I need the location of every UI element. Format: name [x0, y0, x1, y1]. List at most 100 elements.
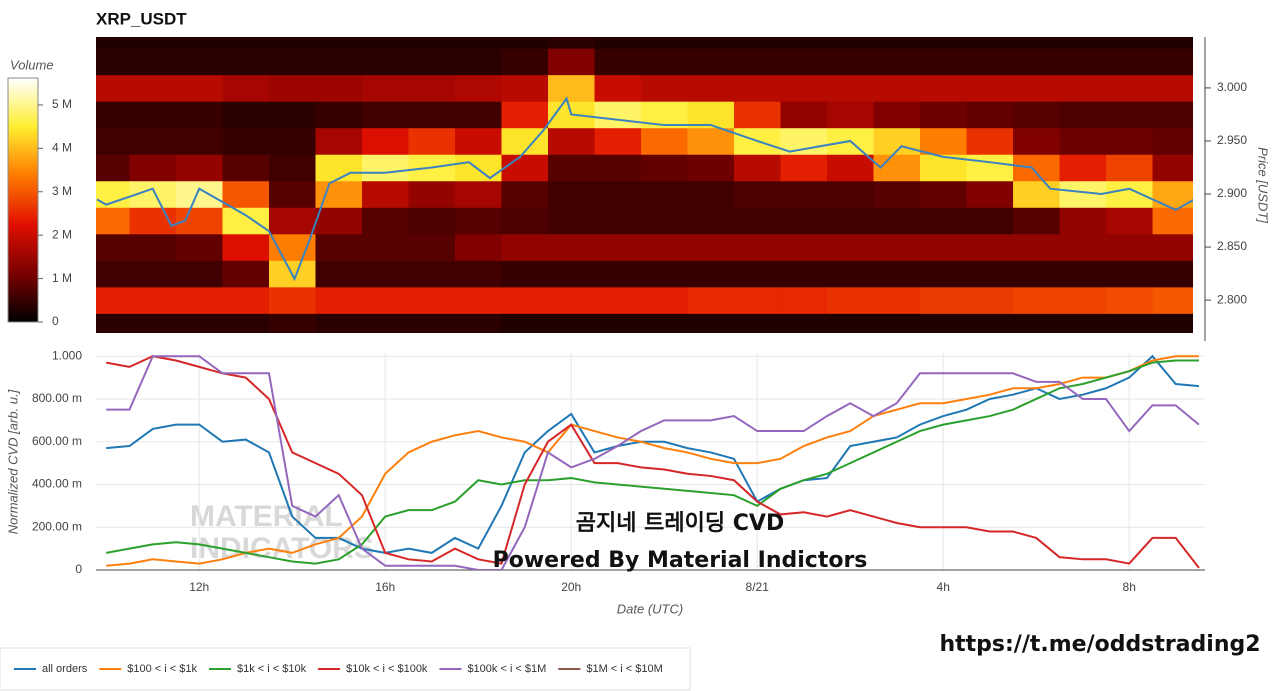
heatmap-cell	[966, 74, 1014, 102]
heatmap-cell	[222, 207, 270, 235]
heatmap-cell	[1152, 74, 1193, 102]
legend-label: all orders	[42, 663, 88, 675]
heatmap-cell	[129, 233, 177, 261]
heatmap-cell	[734, 74, 782, 102]
heatmap-cell	[966, 101, 1014, 129]
x-axis-title: Date (UTC)	[617, 601, 683, 616]
heatmap-cell	[1106, 260, 1154, 288]
heatmap-cell	[966, 48, 1014, 76]
heatmap-cell	[175, 286, 223, 314]
heatmap-cell	[315, 37, 363, 49]
colorbar-tick-label: 3 M	[52, 184, 72, 198]
heatmap-cell	[873, 180, 921, 208]
heatmap-cell	[455, 101, 503, 129]
legend-label: $10k < i < $100k	[346, 663, 428, 675]
heatmap-cell	[920, 313, 968, 333]
heatmap-cell	[594, 286, 642, 314]
heatmap-cell	[641, 154, 689, 182]
legend: all orders $100 < i < $1k $1k < i < $10k $1…	[14, 663, 663, 675]
heatmap-cell	[315, 101, 363, 129]
heatmap-cell	[96, 154, 130, 182]
colorbar-tick-label: 4 M	[52, 141, 72, 155]
heatmap-cell	[734, 207, 782, 235]
heatmap-cell	[548, 48, 596, 76]
heatmap-cell	[1013, 233, 1061, 261]
heatmap-cell	[129, 74, 177, 102]
heatmap-cell	[873, 260, 921, 288]
heatmap-cell	[129, 313, 177, 333]
heatmap-cell	[734, 37, 782, 49]
heatmap-cell	[96, 286, 130, 314]
heatmap-cell	[175, 233, 223, 261]
heatmap-cell	[920, 127, 968, 155]
heatmap-cell	[548, 286, 596, 314]
heatmap-cell	[501, 233, 549, 261]
heatmap-cell	[920, 48, 968, 76]
heatmap-cell	[129, 154, 177, 182]
heatmap-cell	[129, 48, 177, 76]
heatmap-cell	[268, 37, 316, 49]
heatmap-cell	[408, 207, 456, 235]
heatmap-cell	[920, 260, 968, 288]
heatmap-cell	[780, 101, 828, 129]
x-tick-label: 8/21	[746, 580, 770, 594]
heatmap-cell	[920, 101, 968, 129]
heatmap-cell	[501, 260, 549, 288]
heatmap-cell	[408, 127, 456, 155]
heatmap-cell	[1152, 286, 1193, 314]
heatmap-cell	[408, 74, 456, 102]
colorbar-tick-label: 0	[52, 314, 59, 328]
heatmap-cell	[966, 313, 1014, 333]
heatmap-cell	[1106, 101, 1154, 129]
heatmap-cell	[1059, 233, 1107, 261]
heatmap-cell	[873, 313, 921, 333]
heatmap-cell	[734, 180, 782, 208]
heatmap-cell	[1106, 313, 1154, 333]
heatmap-cell	[1152, 233, 1193, 261]
link[interactable]: https://t.me/oddstrading2	[939, 632, 1260, 657]
heatmap-cell	[408, 101, 456, 129]
heatmap-cell	[641, 233, 689, 261]
heatmap-cell	[780, 37, 828, 49]
heatmap-cell	[1152, 101, 1193, 129]
heatmap-cell	[455, 127, 503, 155]
heatmap-cell	[501, 154, 549, 182]
y-tick-label: 600.00 m	[32, 434, 82, 448]
price-tick-label: 2.850	[1217, 239, 1247, 253]
heatmap-cell	[548, 313, 596, 333]
heatmap-cell	[1152, 154, 1193, 182]
heatmap-cell	[1059, 207, 1107, 235]
heatmap-cell	[361, 286, 409, 314]
heatmap-cell	[548, 37, 596, 49]
heatmap-cell	[641, 286, 689, 314]
heatmap-cell	[501, 74, 549, 102]
heatmap-cell	[780, 313, 828, 333]
heatmap-cell	[780, 180, 828, 208]
y-tick-label: 0	[75, 562, 82, 576]
heatmap-cell	[315, 154, 363, 182]
heatmap-cell	[827, 101, 875, 129]
heatmap-cell	[361, 233, 409, 261]
heatmap-cell	[1106, 207, 1154, 235]
heatmap-cell	[594, 180, 642, 208]
heatmap-cell	[501, 180, 549, 208]
heatmap-cell	[96, 74, 130, 102]
heatmap-cell	[827, 74, 875, 102]
heatmap-cell	[641, 207, 689, 235]
chart-title: XRP_USDT	[96, 9, 187, 28]
heatmap-cell	[1013, 48, 1061, 76]
heatmap-cell	[455, 154, 503, 182]
heatmap-cell	[222, 313, 270, 333]
heatmap-cell	[827, 260, 875, 288]
y-tick-label: 1.000	[52, 348, 82, 362]
heatmap-cell	[268, 233, 316, 261]
heatmap-cell	[96, 48, 130, 76]
heatmap-cell	[1013, 260, 1061, 288]
heatmap-cell	[1059, 127, 1107, 155]
heatmap-cell	[594, 37, 642, 49]
heatmap-cell	[268, 286, 316, 314]
heatmap-cell	[1013, 101, 1061, 129]
heatmap-cell	[780, 207, 828, 235]
heatmap-cell	[966, 180, 1014, 208]
colorbar-tick-label: 1 M	[52, 271, 72, 285]
